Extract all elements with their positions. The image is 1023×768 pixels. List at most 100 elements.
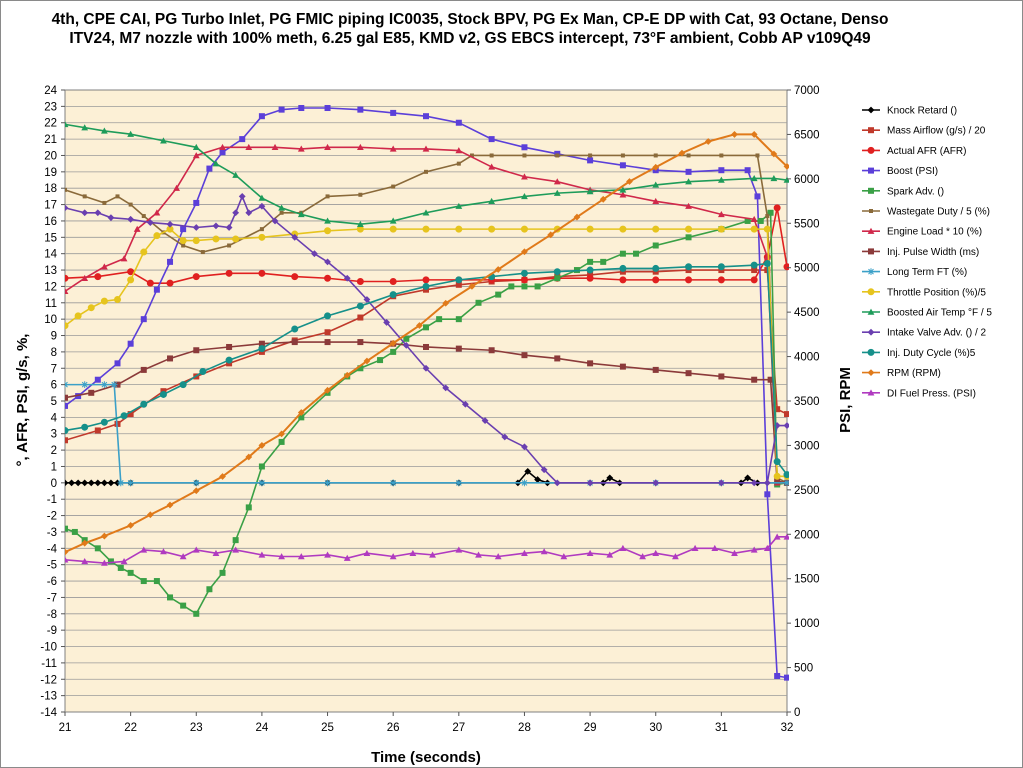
data-point-rpm-rpm	[127, 522, 135, 529]
data-point-boosted-air-temp-f-5	[488, 197, 496, 205]
y2-tick-label: 3000	[794, 440, 820, 452]
data-point-intake-valve-adv-2	[324, 258, 331, 266]
data-point-intake-valve-adv-2	[107, 214, 115, 222]
y2-tick-label: 7000	[794, 85, 820, 97]
data-point-wastegate-duty-5	[391, 184, 396, 189]
data-point-di-fuel-press-psi	[711, 544, 719, 552]
data-point-actual-afr-afr	[225, 269, 233, 277]
data-point-actual-afr-afr	[750, 276, 758, 284]
x-tick-label: 23	[190, 722, 203, 734]
data-point-boosted-air-temp-f-5	[685, 178, 692, 185]
data-point-actual-afr-afr	[65, 274, 69, 282]
data-point-spark-adv	[600, 258, 607, 265]
x-axis-title: Time (seconds)	[371, 749, 481, 766]
data-point-engine-load-10	[173, 184, 180, 191]
data-point-spark-adv	[390, 348, 397, 355]
data-point-engine-load-10	[455, 147, 463, 154]
data-point-spark-adv	[587, 258, 594, 265]
y-tick-label: -11	[41, 658, 57, 670]
data-point-spark-adv	[475, 299, 482, 306]
data-point-boosted-air-temp-f-5	[356, 220, 364, 227]
data-point-di-fuel-press-psi	[475, 551, 482, 558]
data-point-long-term-ft	[127, 479, 135, 487]
legend-swatch-marker-boosted-air-temp-f-5	[867, 308, 875, 315]
data-point-inj-duty-cycle-5	[159, 390, 167, 398]
data-point-throttle-position-5	[65, 322, 69, 330]
data-point-intake-valve-adv-2	[540, 466, 548, 474]
x-tick-label: 27	[452, 722, 465, 734]
y-tick-label: 16	[44, 216, 57, 228]
data-point-throttle-position-5	[685, 225, 693, 233]
y-tick-label: 14	[44, 249, 57, 261]
data-point-di-fuel-press-psi	[586, 549, 594, 556]
data-point-engine-load-10	[521, 173, 528, 180]
y-tick-label: 10	[44, 314, 57, 326]
x-tick-label: 30	[649, 722, 662, 734]
data-point-inj-pulse-width-ms	[751, 376, 758, 383]
data-point-engine-load-10	[356, 143, 364, 151]
y2-tick-label: 5000	[794, 263, 820, 275]
data-point-boost-psi	[784, 674, 789, 681]
series-line-mass-airflow-g-s-20	[65, 269, 788, 442]
data-point-intake-valve-adv-2	[652, 479, 660, 487]
data-point-boosted-air-temp-f-5	[127, 130, 135, 137]
data-point-inj-pulse-width-ms	[685, 370, 692, 377]
data-point-di-fuel-press-psi	[639, 553, 646, 560]
chart-title: 4th, CPE CAI, PG Turbo Inlet, PG FMIC pi…	[51, 11, 889, 47]
data-point-inj-pulse-width-ms	[88, 389, 95, 396]
data-point-spark-adv	[94, 545, 101, 552]
data-point-spark-adv	[436, 316, 443, 323]
data-point-rpm-rpm	[442, 299, 450, 307]
data-point-rpm-rpm	[258, 442, 266, 449]
data-point-actual-afr-afr	[324, 274, 332, 282]
data-point-rpm-rpm	[343, 371, 351, 379]
data-point-inj-pulse-width-ms	[357, 339, 364, 346]
y2-tick-label: 2500	[794, 485, 820, 497]
data-point-wastegate-duty-5	[181, 243, 186, 248]
data-point-rpm-rpm	[783, 163, 789, 170]
y-tick-label: 5	[51, 396, 57, 408]
data-point-engine-load-10	[65, 287, 69, 295]
y-tick-label: -3	[47, 527, 57, 539]
data-point-di-fuel-press-psi	[212, 549, 220, 556]
data-point-intake-valve-adv-2	[521, 443, 528, 451]
y-tick-label: -2	[47, 511, 57, 523]
data-point-inj-pulse-width-ms	[65, 394, 68, 401]
data-point-actual-afr-afr	[652, 276, 660, 284]
data-point-actual-afr-afr	[685, 276, 693, 284]
data-point-inj-pulse-width-ms	[652, 366, 659, 373]
data-point-knock-retard	[87, 479, 95, 487]
data-point-rpm-rpm	[468, 282, 476, 290]
data-point-knock-retard	[606, 474, 614, 482]
data-point-boosted-air-temp-f-5	[212, 160, 220, 167]
y-tick-label: -7	[47, 592, 57, 604]
data-point-throttle-position-5	[773, 472, 781, 480]
data-point-boosted-air-temp-f-5	[717, 176, 725, 183]
legend-label-mass-airflow-g-s-20: Mass Airflow (g/s) / 20	[887, 126, 986, 137]
data-point-intake-valve-adv-2	[146, 219, 154, 226]
data-point-intake-valve-adv-2	[717, 479, 725, 487]
data-point-engine-load-10	[389, 145, 397, 152]
data-point-di-fuel-press-psi	[192, 546, 200, 553]
data-point-intake-valve-adv-2	[763, 479, 771, 487]
data-point-boost-psi	[619, 162, 626, 169]
data-point-spark-adv	[232, 537, 239, 544]
data-point-boost-psi	[390, 109, 397, 116]
data-point-boosted-air-temp-f-5	[389, 217, 397, 224]
data-point-boosted-air-temp-f-5	[652, 181, 660, 188]
data-point-wastegate-duty-5	[469, 153, 474, 158]
data-point-inj-duty-cycle-5	[520, 269, 528, 277]
x-tick-label: 22	[124, 722, 137, 734]
data-point-wastegate-duty-5	[128, 202, 133, 207]
data-point-wastegate-duty-5	[555, 153, 560, 158]
data-point-wastegate-duty-5	[522, 153, 527, 158]
data-point-throttle-position-5	[192, 237, 200, 245]
data-point-boost-psi	[685, 168, 692, 175]
series-line-di-fuel-press-psi	[65, 536, 787, 564]
data-point-spark-adv	[245, 504, 252, 511]
data-point-rpm-rpm	[245, 453, 253, 461]
data-point-long-term-ft	[100, 381, 108, 389]
data-point-actual-afr-afr	[146, 279, 154, 287]
data-point-boosted-air-temp-f-5	[232, 171, 240, 178]
data-point-knock-retard	[68, 479, 75, 487]
